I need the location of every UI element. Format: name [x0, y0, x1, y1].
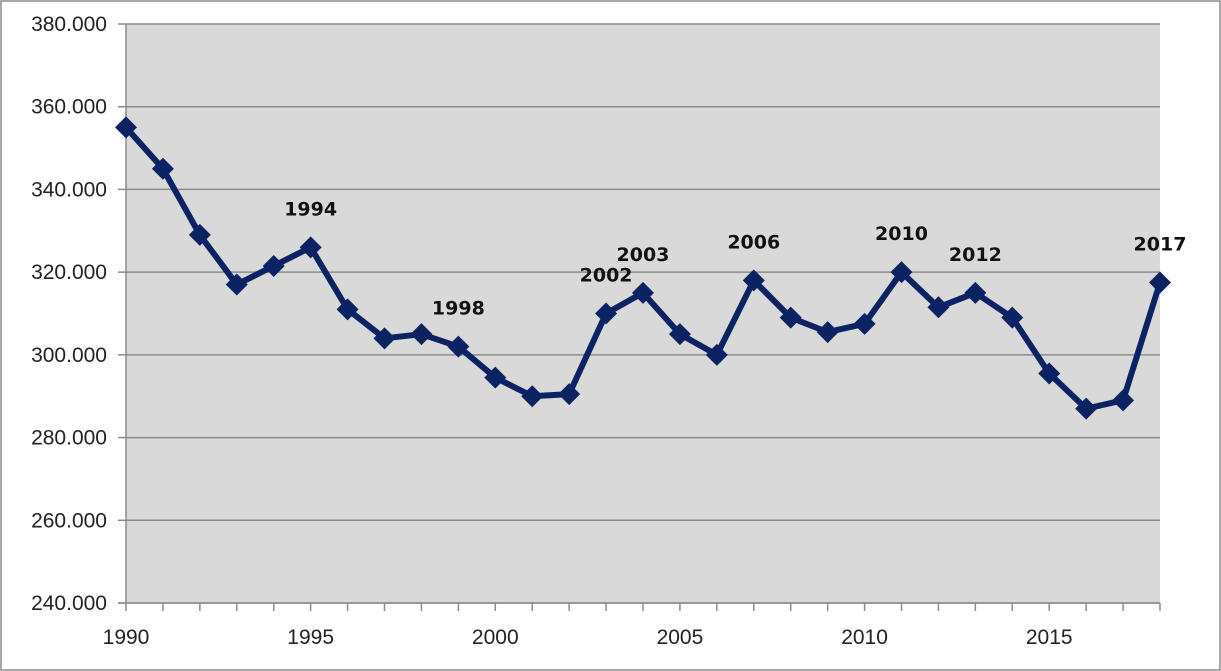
data-point-marker: [225, 273, 248, 296]
data-point-marker: [1038, 362, 1061, 385]
x-tick-label: 2005: [657, 626, 704, 649]
data-point-marker: [1075, 397, 1098, 420]
x-tick-label: 2010: [841, 626, 888, 649]
data-point-marker: [668, 323, 691, 346]
x-axis-ticks: 1990 1995 2000 2005 2010 2015: [103, 603, 1161, 649]
y-tick-label: 360.000: [31, 96, 107, 119]
x-tick-label: 1995: [287, 626, 334, 649]
data-label: 2010: [875, 223, 928, 245]
data-point-marker: [705, 343, 728, 366]
gridlines: [126, 23, 1160, 604]
y-tick-label: 280.000: [31, 427, 107, 450]
plot-area: [126, 24, 1160, 603]
data-point-marker: [188, 223, 211, 246]
data-point-marker: [447, 335, 470, 358]
data-point-marker: [1149, 271, 1171, 294]
y-tick-label: 320.000: [31, 261, 107, 284]
data-label: 2012: [949, 244, 1002, 266]
y-tick-label: 260.000: [31, 509, 107, 532]
data-point-marker: [1001, 306, 1024, 329]
data-point-marker: [632, 281, 654, 304]
y-tick-label: 340.000: [31, 178, 107, 201]
data-point-marker: [927, 296, 950, 319]
data-point-marker: [595, 302, 618, 325]
data-series: [115, 116, 1171, 420]
data-point-marker: [410, 323, 433, 346]
data-label: 2002: [580, 265, 633, 287]
data-point-marker: [558, 383, 581, 406]
y-tick-label: 240.000: [31, 592, 107, 615]
x-tick-label: 2015: [1026, 626, 1073, 649]
y-tick-label: 300.000: [31, 344, 107, 367]
data-point-marker: [964, 281, 987, 304]
data-point-marker: [484, 366, 507, 389]
data-label: 1994: [284, 198, 337, 220]
data-label: 2003: [617, 244, 670, 266]
data-label: 1998: [432, 298, 485, 320]
data-point-marker: [890, 261, 913, 284]
x-tick-label: 2000: [472, 626, 519, 649]
data-label: 2017: [1134, 233, 1187, 255]
y-tick-label: 380.000: [31, 13, 107, 36]
data-point-marker: [521, 385, 544, 408]
data-point-marker: [1112, 389, 1135, 412]
data-point-marker: [816, 321, 839, 344]
data-point-marker: [373, 327, 396, 350]
data-label: 2006: [727, 231, 780, 253]
data-point-marker: [742, 269, 765, 292]
data-point-marker: [115, 116, 137, 139]
x-tick-label: 1990: [103, 626, 150, 649]
data-point-marker: [151, 157, 174, 180]
data-point-marker: [262, 254, 285, 277]
y-axis-ticks: 240.000 260.000 280.000 300.000 320.000 340.0…: [31, 13, 126, 615]
data-point-marker: [853, 312, 876, 335]
data-point-marker: [299, 236, 322, 259]
data-point-marker: [779, 306, 802, 329]
data-point-marker: [336, 298, 359, 321]
